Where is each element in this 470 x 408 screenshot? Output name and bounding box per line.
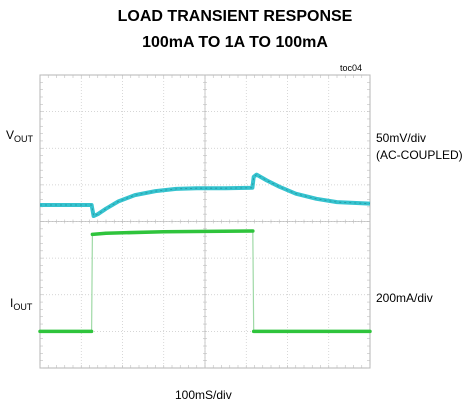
grid bbox=[39, 74, 371, 369]
vout-label-main: V bbox=[6, 128, 15, 142]
figure-id: toc04 bbox=[340, 63, 362, 73]
chart-title-line2: 100mA TO 1A TO 100mA bbox=[142, 34, 328, 51]
vout-label-sub: OUT bbox=[14, 134, 34, 144]
traces bbox=[38, 172, 372, 334]
trace-iout-segment bbox=[162, 229, 255, 234]
trace-vout-noise bbox=[40, 174, 371, 217]
vout-label: VOUT bbox=[6, 128, 34, 144]
iout-label-main: I bbox=[10, 296, 14, 310]
vout-coupling-label: (AC-COUPLED) bbox=[376, 148, 463, 162]
iout-label: IOUT bbox=[10, 296, 33, 312]
time-scale-label: 100mS/div bbox=[175, 388, 232, 402]
chart-title-line1: LOAD TRANSIENT RESPONSE bbox=[117, 8, 353, 25]
iout-scale-label: 200mA/div bbox=[376, 291, 433, 305]
iout-label-sub: OUT bbox=[13, 302, 33, 312]
trace-iout-segment bbox=[90, 231, 108, 237]
trace-iout-segment bbox=[104, 230, 166, 235]
vout-scale-label: 50mV/div bbox=[376, 131, 427, 145]
